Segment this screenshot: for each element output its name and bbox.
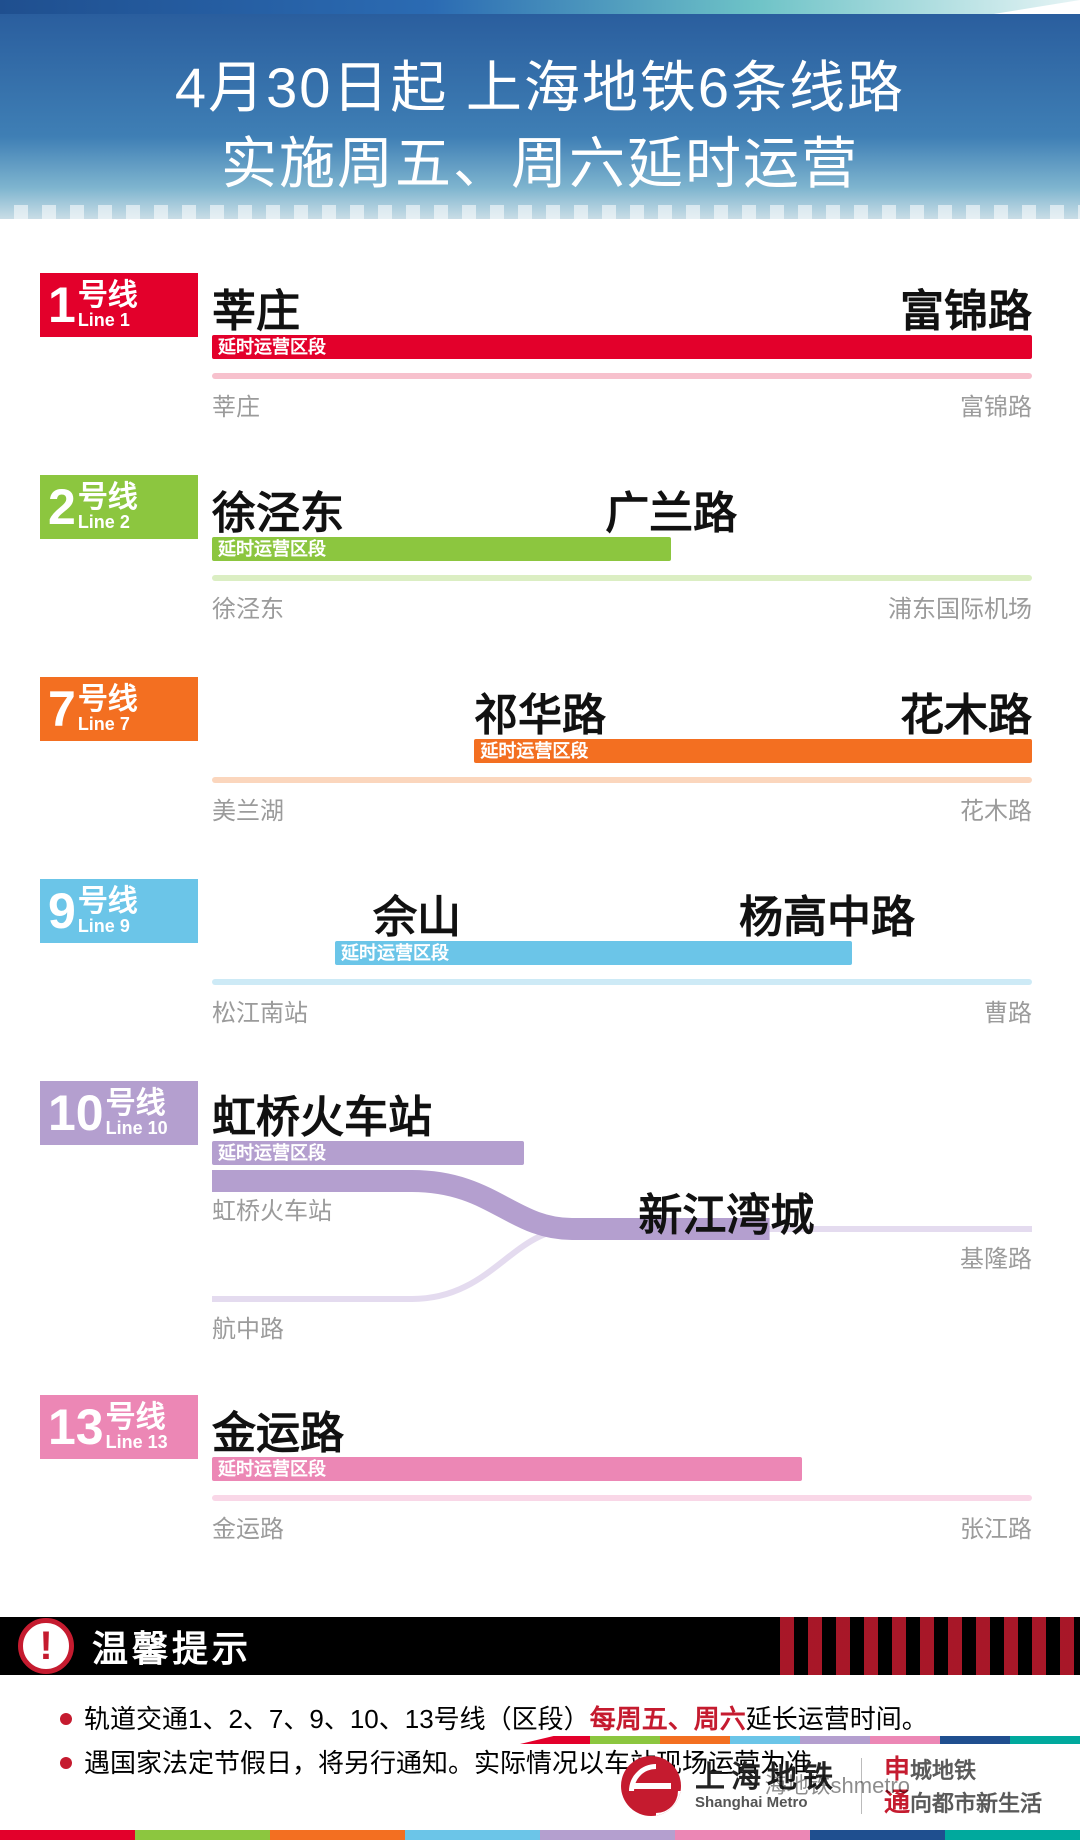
header-title: 4月30日起 上海地铁6条线路 实施周五、周六延时运营 (30, 50, 1050, 201)
header-banner: 4月30日起 上海地铁6条线路 实施周五、周六延时运营 (0, 14, 1080, 219)
station-ext-end: 杨高中路 (739, 881, 915, 945)
footer: 上海地铁 Shanghai Metro 申城地铁 通向都市新生活 海地铁shme… (0, 1710, 1080, 1840)
track-line-13: 金运路延时运营区段金运路张江路 (212, 1395, 1032, 1541)
line-row-10: 10号线Line 10虹桥火车站延时运营区段虹桥火车站新江湾城基隆路航中路 (40, 1081, 1032, 1339)
track-line-1: 莘庄富锦路延时运营区段莘庄富锦路 (212, 273, 1032, 419)
line-badge-10: 10号线Line 10 (40, 1081, 198, 1145)
line-num: 1 (48, 280, 76, 330)
full-start-b: 航中路 (212, 1309, 284, 1344)
notice-bar: ! 温馨提示 (0, 1617, 1080, 1675)
ext-segment-bar (212, 335, 1032, 359)
line-en: Line 9 (78, 917, 138, 936)
line-row-1: 1号线Line 1莘庄富锦路延时运营区段莘庄富锦路 (40, 273, 1032, 419)
full-end: 张江路 (960, 1509, 1032, 1544)
line-cn: 号线 (78, 482, 138, 514)
full-end-a: 基隆路 (960, 1239, 1032, 1274)
full-line-bar (212, 575, 1032, 581)
full-end: 浦东国际机场 (888, 589, 1032, 624)
line-num: 9 (48, 886, 76, 936)
line-num: 10 (48, 1088, 104, 1138)
line-badge-9: 9号线Line 9 (40, 879, 198, 943)
line-en: Line 10 (106, 1119, 168, 1138)
station-ext-start: 虹桥火车站 (212, 1081, 432, 1145)
full-end: 曹路 (984, 993, 1032, 1028)
full-start: 金运路 (212, 1509, 284, 1544)
watermark: 海地铁shmetro (765, 1768, 910, 1800)
line-num: 13 (48, 1402, 104, 1452)
station-ext-start: 徐泾东 (212, 477, 344, 541)
segment-label: 延时运营区段 (212, 1141, 326, 1165)
segment-label: 延时运营区段 (212, 537, 326, 561)
station-ext-start: 金运路 (212, 1397, 344, 1461)
full-end: 花木路 (960, 791, 1032, 826)
rainbow-bottom (0, 1830, 1080, 1840)
station-ext-end: 富锦路 (900, 275, 1032, 339)
full-line-bar (212, 979, 1032, 985)
segment-label: 延时运营区段 (474, 739, 588, 763)
station-ext-end: 花木路 (900, 679, 1032, 743)
full-start: 松江南站 (212, 993, 308, 1028)
station-ext-end: 新江湾城 (638, 1179, 814, 1243)
track-line-2: 徐泾东广兰路延时运营区段徐泾东浦东国际机场 (212, 475, 1032, 621)
full-start-a: 虹桥火车站 (212, 1191, 332, 1226)
line-cn: 号线 (106, 1402, 168, 1434)
top-accent-bar (0, 0, 1080, 14)
station-ext-start: 祁华路 (474, 679, 606, 743)
line-cn: 号线 (78, 886, 138, 918)
line-en: Line 7 (78, 715, 138, 734)
header-line1: 4月30日起 上海地铁6条线路 (175, 56, 905, 119)
full-line-bar (212, 1495, 1032, 1501)
full-line-bar (212, 373, 1032, 379)
full-start: 莘庄 (212, 387, 260, 422)
track-line-10: 虹桥火车站延时运营区段虹桥火车站新江湾城基隆路航中路 (212, 1081, 1032, 1339)
metro-logo-icon (621, 1756, 681, 1816)
line-row-13: 13号线Line 13金运路延时运营区段金运路张江路 (40, 1395, 1032, 1541)
station-ext-end: 广兰路 (605, 477, 737, 541)
segment-label: 延时运营区段 (212, 335, 326, 359)
notice-title: 温馨提示 (92, 1620, 252, 1672)
line-row-9: 9号线Line 9 佘山 杨高中路延时运营区段松江南站 曹路 (40, 879, 1032, 1025)
full-start: 美兰湖 (212, 791, 284, 826)
line-en: Line 13 (106, 1433, 168, 1452)
line-badge-1: 1号线Line 1 (40, 273, 198, 337)
line-en: Line 1 (78, 311, 138, 330)
line-num: 2 (48, 482, 76, 532)
segment-label: 延时运营区段 (335, 941, 449, 965)
full-start: 徐泾东 (212, 589, 284, 624)
lines-container: 1号线Line 1莘庄富锦路延时运营区段莘庄富锦路2号线Line 2徐泾东广兰路… (0, 219, 1080, 1617)
line-cn: 号线 (78, 280, 138, 312)
line-row-2: 2号线Line 2徐泾东广兰路延时运营区段徐泾东浦东国际机场 (40, 475, 1032, 621)
branch-svg (212, 1169, 1032, 1339)
line-badge-13: 13号线Line 13 (40, 1395, 198, 1459)
full-line-bar (212, 777, 1032, 783)
alert-icon: ! (18, 1618, 74, 1674)
header-line2: 实施周五、周六延时运营 (221, 132, 859, 195)
segment-label: 延时运营区段 (212, 1457, 326, 1481)
line-cn: 号线 (106, 1088, 168, 1120)
line-badge-2: 2号线Line 2 (40, 475, 198, 539)
full-end: 富锦路 (960, 387, 1032, 422)
line-cn: 号线 (78, 684, 138, 716)
station-ext-start: 莘庄 (212, 275, 300, 339)
track-line-9: 佘山 杨高中路延时运营区段松江南站 曹路 (212, 879, 1032, 1025)
line-row-7: 7号线Line 7祁华路花木路延时运营区段美兰湖花木路 (40, 677, 1032, 823)
track-line-7: 祁华路花木路延时运营区段美兰湖花木路 (212, 677, 1032, 823)
checker-strip (0, 205, 1080, 233)
line-badge-7: 7号线Line 7 (40, 677, 198, 741)
station-ext-start: 佘山 (373, 881, 461, 945)
line-en: Line 2 (78, 513, 138, 532)
rainbow-accent (520, 1736, 1080, 1744)
line-num: 7 (48, 684, 76, 734)
